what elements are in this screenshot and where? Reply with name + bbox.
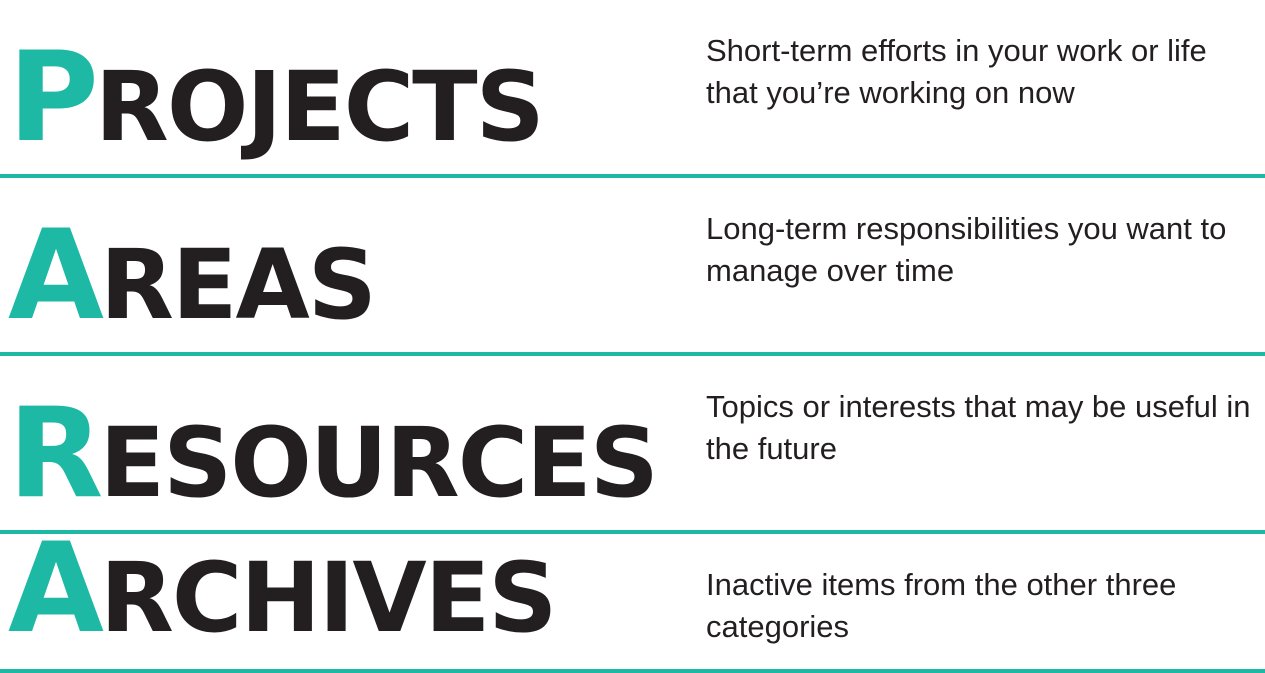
description-resources: Topics or interests that may be useful i… [706,389,1251,466]
initial-letter-a-archives: A [8,517,104,661]
title-rest-archives: RCHIVES [99,542,557,654]
category-title-resources: RESOURCES [8,392,659,519]
category-title-projects: PROJECTS [8,36,545,163]
description-archives: Inactive items from the other three cate… [706,567,1177,644]
category-title-archives: ARCHIVES [8,527,557,654]
row-resources: RESOURCES Topics or interests that may b… [0,356,1265,534]
description-projects: Short-term efforts in your work or life … [706,33,1207,110]
row-projects: PROJECTS Short-term efforts in your work… [0,0,1265,178]
row-areas: AREAS Long-term responsibilities you wan… [0,178,1265,356]
title-rest-areas: REAS [99,229,377,341]
category-title-areas: AREAS [8,214,377,341]
initial-letter-a: A [8,204,104,348]
description-areas: Long-term responsibilities you want to m… [706,211,1227,288]
initial-letter-r: R [8,382,104,526]
title-rest-resources: ESOURCES [99,407,658,519]
title-rest-projects: ROJECTS [94,51,545,163]
initial-letter-p: P [8,26,99,170]
row-archives: ARCHIVES Inactive items from the other t… [0,527,1265,673]
